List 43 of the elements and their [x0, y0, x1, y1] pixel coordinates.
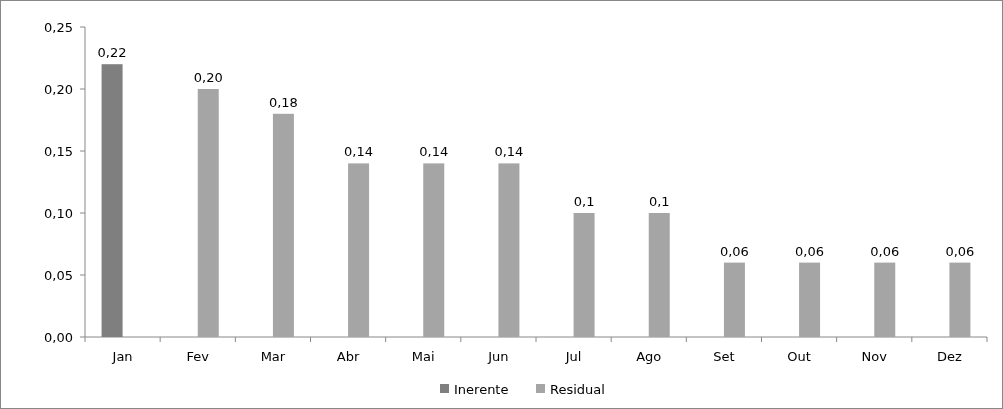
data-label: 0,20	[193, 70, 223, 85]
x-tick-label: Abr	[336, 349, 360, 364]
legend-label: Inerente	[454, 381, 509, 397]
data-label: 0,1	[573, 194, 595, 209]
bar	[348, 163, 370, 337]
bar	[874, 262, 896, 337]
bar	[949, 262, 971, 337]
data-label: 0,1	[648, 194, 670, 209]
bar	[723, 262, 745, 337]
data-label: 0,14	[344, 144, 374, 160]
data-label: 0,14	[419, 144, 449, 160]
x-tick-label: Jun	[487, 349, 509, 364]
y-tick-label: 0,05	[44, 267, 73, 283]
bar	[197, 89, 219, 337]
y-tick-label: 0,00	[44, 329, 73, 345]
x-tick-label: Mar	[260, 349, 286, 364]
data-label: 0,06	[945, 243, 975, 259]
data-label: 0,06	[795, 243, 825, 259]
y-tick-label: 0,15	[44, 143, 73, 159]
bar	[799, 262, 821, 337]
data-label: 0,22	[97, 45, 127, 61]
x-tick-label: Fev	[186, 349, 210, 364]
x-tick-label: Ago	[636, 349, 662, 364]
bar	[573, 213, 595, 337]
bar	[423, 163, 445, 337]
x-tick-label: Dez	[936, 349, 962, 364]
data-label: 0,18	[268, 94, 298, 110]
data-label: 0,06	[870, 243, 900, 259]
x-tick-label: Nov	[861, 349, 888, 364]
bar	[272, 113, 294, 337]
y-tick-label: 0,10	[44, 205, 73, 221]
data-label: 0,06	[719, 243, 749, 259]
y-tick-label: 0,25	[44, 19, 73, 35]
x-tick-label: Set	[713, 349, 735, 364]
data-label: 0,14	[494, 144, 524, 160]
x-tick-label: Mai	[411, 349, 435, 364]
legend-label: Residual	[550, 381, 605, 397]
x-tick-label: Out	[787, 349, 811, 364]
bar	[498, 163, 520, 337]
x-tick-label: Jul	[564, 349, 582, 364]
bar	[648, 213, 670, 337]
y-tick-label: 0,20	[44, 81, 73, 97]
x-tick-label: Jan	[111, 349, 133, 364]
